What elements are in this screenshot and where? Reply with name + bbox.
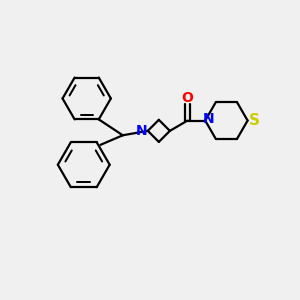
Text: N: N [136, 124, 147, 138]
Text: O: O [182, 92, 194, 106]
Text: N: N [202, 112, 214, 126]
Text: S: S [249, 113, 260, 128]
